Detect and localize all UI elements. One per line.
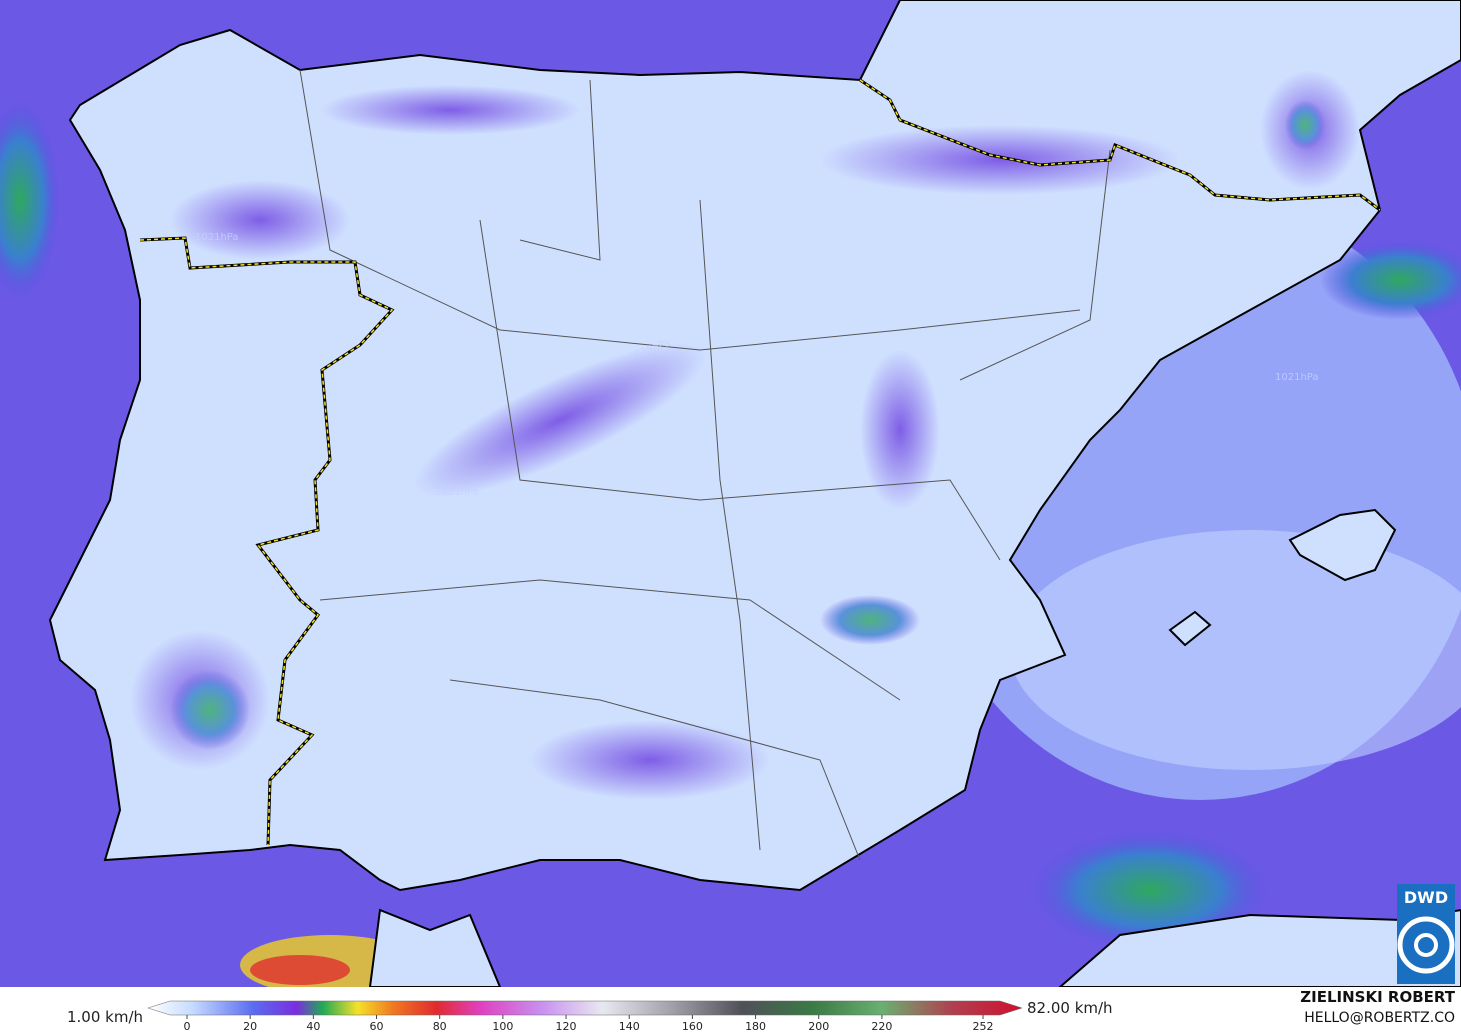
land-africa (368, 908, 502, 988)
logo: DWD (1397, 884, 1455, 984)
logo-text: DWD (1404, 888, 1448, 907)
logo-swirl (1397, 916, 1455, 974)
map: 1021hPa 1025hPa 1021hPa 1021hPa (0, 0, 1461, 995)
colorbar-tick-label: 60 (370, 1020, 384, 1033)
colorbar-max-label: 82.00 km/h (1027, 999, 1113, 1017)
isobar-label: 1021hPa (1275, 372, 1319, 383)
wind-patches (130, 70, 1360, 800)
isobar-label: 1021hPa (435, 487, 479, 498)
credit-contact: HELLO@ROBERTZ.CO (1304, 1010, 1455, 1026)
island (1288, 508, 1397, 582)
colorbar-tick-label: 120 (556, 1020, 577, 1033)
island (1168, 610, 1212, 647)
colorbar-tick-label: 100 (492, 1020, 513, 1033)
credit-author: ZIELINSKI ROBERT (1300, 988, 1455, 1006)
border-pt-es (139, 237, 394, 846)
colorbar-tick-label: 140 (619, 1020, 640, 1033)
colorbar-tick-label: 160 (682, 1020, 703, 1033)
colorbar-tick-label: 80 (433, 1020, 447, 1033)
wind-core (0, 100, 60, 300)
colorbar-min-label: 1.00 km/h (67, 1008, 143, 1026)
colorbar-ticks: 0 20 40 60 80 100 120 140 160 180 200 220 252 (184, 1015, 994, 1033)
logo-swirl (1414, 933, 1438, 957)
isobar-label: 1021hPa (195, 232, 239, 243)
colorbar-tick-label: 20 (243, 1020, 257, 1033)
colorbar-tick-label: 220 (871, 1020, 892, 1033)
border-fr-es (859, 78, 1381, 212)
colorbar-tick-label: 40 (306, 1020, 320, 1033)
wind-core (1320, 240, 1461, 320)
colorbar (147, 1000, 1023, 1016)
wind-core (1030, 830, 1270, 950)
colorbar-tick-label: 200 (808, 1020, 829, 1033)
colorbar-tick-label: 0 (184, 1020, 191, 1033)
sea-calm (1010, 530, 1461, 770)
wind-core (250, 955, 350, 985)
land (48, 0, 1461, 892)
colorbar-tick-label: 252 (973, 1020, 994, 1033)
colorbar-tick-label: 180 (745, 1020, 766, 1033)
region-borders (299, 69, 1111, 861)
